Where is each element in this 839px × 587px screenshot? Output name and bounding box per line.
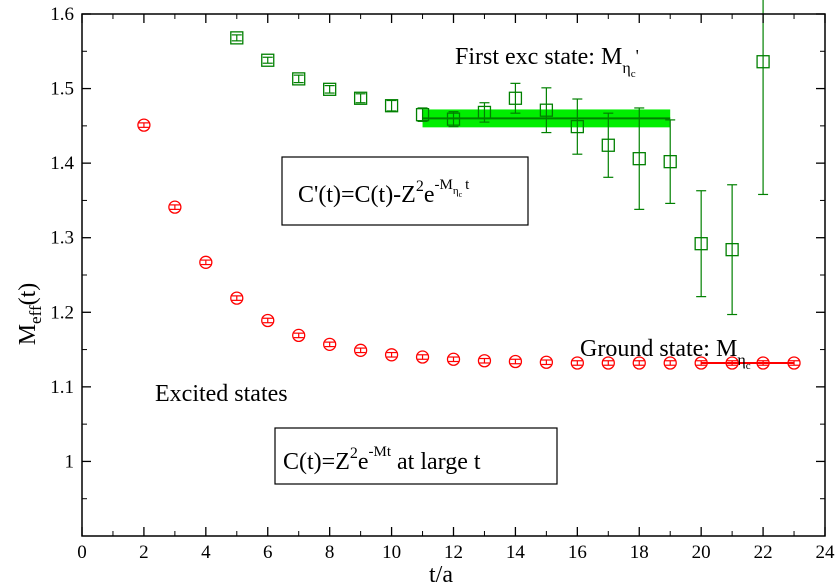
data-point-circle [663, 356, 677, 370]
y-tick-label: 1.3 [50, 228, 74, 249]
first-exc-text: First exc state: M [455, 44, 622, 70]
data-point-square [632, 152, 646, 166]
data-point-circle [477, 354, 492, 368]
first-exc-subsub: c [631, 68, 636, 80]
data-point-square [601, 138, 615, 152]
formula-ground-sup: -Mt [369, 444, 392, 460]
data-point-circle [601, 356, 615, 370]
data-point-square [570, 119, 584, 134]
data-point-square [292, 72, 306, 86]
y-tick-label: 1.5 [50, 79, 74, 100]
x-axis-title: t/a [429, 562, 453, 587]
first-exc-state-label: First exc state: Mηc' [455, 44, 639, 80]
data-point-square [415, 108, 430, 122]
data-point-square [384, 99, 399, 113]
data-point-circle [168, 200, 182, 214]
x-tick-label: 16 [568, 542, 587, 563]
data-point-square [323, 82, 337, 96]
data-point-circle [261, 313, 275, 328]
formula-excited-pre: C'(t)=C(t)-Z [298, 182, 416, 208]
data-point-circle [446, 352, 461, 366]
ground-sub: η [737, 352, 745, 369]
y-tick-label: 1.4 [50, 153, 74, 174]
data-point-circle [384, 348, 399, 362]
data-point-circle [539, 355, 554, 369]
y-tick-label: 1 [65, 451, 75, 472]
ground-subsub: c [746, 360, 751, 372]
x-tick-label: 4 [201, 542, 211, 563]
data-point-square [353, 91, 368, 105]
y-tick-label: 1.2 [50, 302, 74, 323]
x-tick-label: 14 [506, 542, 526, 563]
x-tick-label: 6 [263, 542, 273, 563]
data-point-circle [632, 356, 646, 370]
formula-excited-sup-subsub: c [459, 190, 463, 199]
formula-box-excited [281, 156, 529, 226]
y-axis-title-main: M [15, 324, 41, 345]
data-point-square [508, 91, 523, 105]
data-point-square [725, 242, 739, 257]
y-tick-label: 1.1 [50, 377, 74, 398]
data-point-circle [199, 255, 213, 269]
first-exc-sub: η [622, 60, 630, 77]
ground-text: Ground state: M [580, 336, 737, 362]
x-tick-label: 10 [382, 542, 401, 563]
data-point-circle [725, 356, 739, 370]
x-tick-label: 20 [692, 542, 711, 563]
y-axis-title-tail: (t) [15, 283, 41, 306]
data-point-square [756, 55, 770, 69]
data-point-circle [230, 291, 244, 305]
data-layer [137, 0, 801, 370]
x-tick-label: 24 [816, 542, 836, 563]
data-point-square [446, 112, 461, 126]
ground-state-label: Ground state: Mηc [580, 336, 751, 372]
first-exc-prime: ' [636, 46, 639, 66]
x-tick-label: 18 [630, 542, 649, 563]
data-point-circle [694, 356, 708, 370]
data-point-circle [137, 118, 151, 132]
y-tick-label: 1.6 [50, 4, 74, 25]
formula-excited-sup-pre: 2 [416, 178, 424, 195]
y-axis-title: Meff(t) [15, 283, 45, 346]
data-point-square [230, 31, 244, 45]
x-tick-label: 8 [325, 542, 335, 563]
data-point-circle [508, 354, 523, 369]
excited-states-label: Excited states [155, 381, 288, 407]
formula-excited-sup-tail: t [465, 177, 470, 193]
x-tick-label: 0 [77, 542, 87, 563]
data-point-circle [323, 337, 337, 352]
formula-ground-sup-pre: 2 [350, 445, 358, 462]
data-point-circle [570, 356, 584, 370]
x-tick-label: 12 [444, 542, 463, 563]
data-point-square [261, 53, 275, 67]
formula-ground-tail: at large t [391, 449, 481, 475]
data-point-square [477, 105, 492, 120]
data-point-circle [787, 356, 801, 370]
formula-excited-mid: e [424, 182, 435, 208]
formula-excited-sup-sub: η [453, 185, 459, 197]
data-point-circle [756, 356, 770, 370]
data-point-circle [415, 350, 430, 364]
formula-ground-pre: C(t)=Z [283, 449, 350, 475]
formula-excited-sup: -M [435, 177, 453, 193]
formula-ground-mid: e [358, 449, 369, 475]
data-point-square [663, 155, 677, 169]
formula-box-ground [274, 427, 558, 485]
y-axis-title-sub: eff [26, 305, 45, 324]
data-point-square [539, 103, 554, 117]
data-point-circle [292, 328, 306, 343]
formula-ground: C(t)=Z2e-Mt at large t [283, 444, 481, 475]
x-tick-label: 2 [139, 542, 149, 563]
data-point-circle [353, 343, 368, 357]
x-tick-label: 22 [754, 542, 773, 563]
data-point-square [694, 237, 708, 251]
formula-excited: C'(t)=C(t)-Z2e-Mηct [298, 177, 470, 208]
